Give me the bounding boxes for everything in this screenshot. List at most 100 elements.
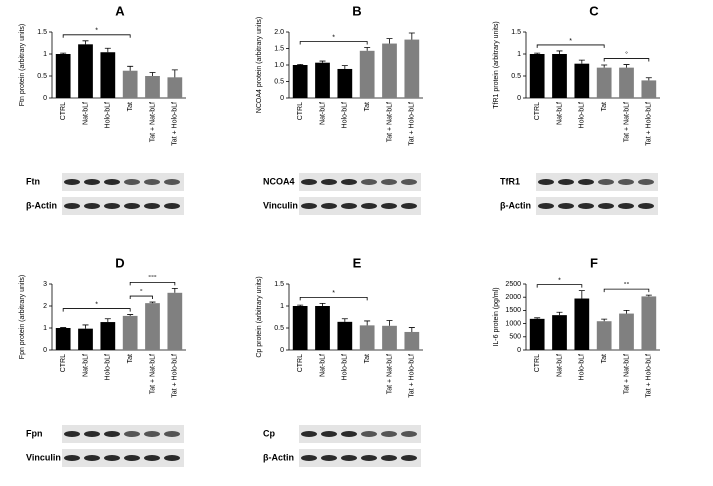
blot-band <box>401 431 417 437</box>
blot-band <box>301 455 317 461</box>
y-tick-label: 500 <box>509 334 521 341</box>
significance-bracket <box>129 282 176 286</box>
y-tick-label: 0.5 <box>511 73 521 80</box>
x-tick-label: Tat + Nat-bLf <box>623 354 630 394</box>
y-tick-label: 1.5 <box>274 45 284 52</box>
blot-band <box>598 179 614 185</box>
blot-band <box>361 179 377 185</box>
error-bar <box>127 314 134 316</box>
bar <box>596 67 612 98</box>
error-bar <box>601 64 608 68</box>
error-bar <box>556 50 563 54</box>
error-bar <box>171 288 178 293</box>
x-tick-label: Tat + Nat-bLf <box>386 354 393 394</box>
error-bar <box>82 324 89 329</box>
blot-background <box>299 449 421 467</box>
x-tick-label: Tat + Holo-bLf <box>646 102 653 146</box>
x-tick-label: CTRL <box>60 354 67 372</box>
significance-mark: °°° <box>148 274 157 282</box>
bar <box>574 63 590 98</box>
y-tick-label: 2500 <box>505 281 521 288</box>
y-axis-label: Fpn protein (arbitrary units) <box>19 275 26 359</box>
blot-band <box>104 203 120 209</box>
blot-band <box>124 179 140 185</box>
blot-band <box>361 455 377 461</box>
blot-background <box>299 425 421 443</box>
significance-bracket <box>299 41 368 45</box>
blot-band <box>144 203 160 209</box>
bar <box>359 50 375 98</box>
bar <box>529 318 545 350</box>
x-tick-label: CTRL <box>60 102 67 120</box>
error-bar <box>623 64 630 68</box>
y-tick-label: 0 <box>43 347 47 354</box>
bar <box>100 322 116 350</box>
error-bar <box>623 310 630 314</box>
error-bar <box>578 59 585 64</box>
bar <box>337 68 353 98</box>
blot-band <box>578 203 594 209</box>
blot-band <box>618 203 634 209</box>
significance-bracket <box>603 288 650 293</box>
blot-background <box>62 197 184 215</box>
x-tick-label: Tat + Holo-bLf <box>646 354 653 398</box>
y-tick-label: 0 <box>43 95 47 102</box>
error-bar <box>104 47 111 53</box>
x-tick-label: Holo-bLf <box>105 102 112 129</box>
bar <box>100 52 116 98</box>
bar <box>145 303 160 350</box>
blot-label: Cp <box>263 428 275 438</box>
y-tick-label: 2.0 <box>274 29 284 36</box>
blot-band <box>144 431 160 437</box>
x-tick-label: Tat <box>364 354 371 363</box>
blot-band <box>104 431 120 437</box>
blot-label: Vinculin <box>263 200 298 210</box>
bar <box>641 80 657 98</box>
blot-band <box>64 455 80 461</box>
bar <box>619 67 634 98</box>
blot-band <box>84 179 100 185</box>
bar <box>641 296 657 350</box>
blot-band <box>538 203 554 209</box>
significance-mark: * <box>558 277 561 284</box>
bar <box>619 313 634 350</box>
blot-label: TfR1 <box>500 176 520 186</box>
blot-band <box>124 431 140 437</box>
x-tick-label: Tat + Nat-bLf <box>149 354 156 394</box>
x-tick-label: Nat-bLf <box>82 354 89 377</box>
significance-bracket <box>603 58 650 62</box>
blot-label: β-Actin <box>500 200 531 210</box>
error-bar <box>319 60 326 63</box>
blot-band <box>84 203 100 209</box>
blot-band <box>321 431 337 437</box>
blot-background <box>536 197 658 215</box>
blot-band <box>321 203 337 209</box>
y-tick-label: 0 <box>517 347 521 354</box>
blot-band <box>301 203 317 209</box>
x-tick-label: Tat <box>127 102 134 111</box>
blot-band <box>301 179 317 185</box>
x-tick-label: Tat + Holo-bLf <box>409 354 416 398</box>
bar <box>167 77 183 98</box>
y-tick-label: 0.5 <box>274 325 284 332</box>
error-bar <box>60 52 67 54</box>
y-axis-label: TfR1 protein (arbitrary units) <box>493 21 500 109</box>
bar <box>78 44 93 98</box>
y-axis-label: Ftn protein (arbitrary units) <box>19 24 26 106</box>
x-tick-label: Tat + Holo-bLf <box>172 354 179 398</box>
blot-band <box>104 179 120 185</box>
x-tick-label: Holo-bLf <box>105 354 112 381</box>
blot-background <box>62 449 184 467</box>
blot-band <box>124 203 140 209</box>
blot-band <box>321 455 337 461</box>
y-tick-label: 1 <box>280 303 284 310</box>
blot-band <box>341 203 357 209</box>
panel-letter: E <box>353 255 362 270</box>
blot-background <box>62 425 184 443</box>
x-tick-label: CTRL <box>534 354 541 372</box>
blot-band <box>381 203 397 209</box>
x-tick-label: Nat-bLf <box>319 354 326 377</box>
blot-band <box>381 431 397 437</box>
bar <box>382 325 397 350</box>
significance-mark: ° <box>140 288 143 296</box>
